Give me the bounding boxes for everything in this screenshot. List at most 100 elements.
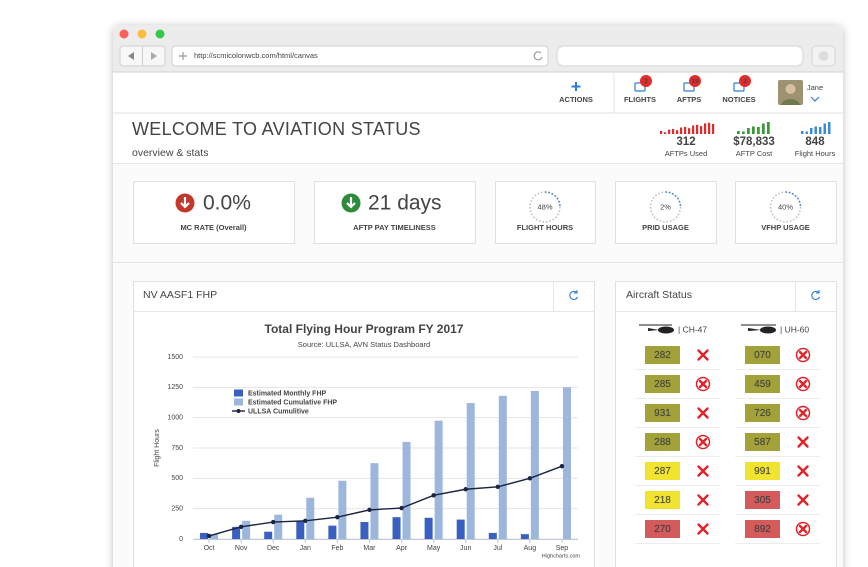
status-ring xyxy=(795,405,811,421)
badge-count: 2 xyxy=(743,78,747,85)
line-point xyxy=(206,533,212,539)
close-button[interactable] xyxy=(119,29,129,39)
chart-credit[interactable]: Highcharts.com xyxy=(542,553,581,559)
helicopter-icon xyxy=(741,324,776,334)
status-icon xyxy=(798,379,808,389)
tail-number-box xyxy=(645,462,680,480)
bar xyxy=(520,534,529,539)
status-icon xyxy=(697,523,709,535)
sparkline-bar xyxy=(757,127,760,134)
line-point xyxy=(527,476,533,481)
aircraft-status: | CH-47 282 285 931 288 287 218 270 | UH-60 070 45… xyxy=(635,324,820,544)
status-ring xyxy=(795,347,811,363)
sparkline-bar xyxy=(819,127,822,134)
nav-icon xyxy=(683,82,695,92)
y-tick-label: 500 xyxy=(171,475,183,482)
tail-number-box xyxy=(745,404,780,422)
search-bar[interactable] xyxy=(556,45,804,67)
bar xyxy=(242,520,251,539)
tail-number: 459 xyxy=(754,379,771,390)
kpi-label: AFTP PAY TIMELINESS xyxy=(353,223,436,232)
kpi-card xyxy=(735,181,837,244)
user-name[interactable]: Jane xyxy=(807,83,823,92)
line xyxy=(208,465,563,537)
tail-number: 285 xyxy=(654,379,671,390)
legend-label[interactable]: Estimated Cumulative FHP xyxy=(248,399,337,406)
reload-icon[interactable] xyxy=(533,51,543,61)
fhp-chart: Total Flying Hour Program FY 2017 Source:… xyxy=(154,322,581,559)
kpi-cards: 0.0% MC RATE (Overall) 21 days AFTP PAY TIM… xyxy=(133,181,837,244)
x-tick-label: Jun xyxy=(460,545,471,552)
tail-number-box xyxy=(645,375,680,393)
tail-number-box xyxy=(745,375,780,393)
tail-number-box xyxy=(745,346,780,364)
bar xyxy=(264,531,273,539)
url-bar[interactable] xyxy=(171,45,549,67)
actions-label[interactable]: ACTIONS xyxy=(559,95,593,104)
tail-number-box xyxy=(745,491,780,509)
legend-swatch xyxy=(234,398,243,406)
bar xyxy=(434,420,443,539)
legend-label[interactable]: Estimated Monthly FHP xyxy=(248,390,327,397)
kpi-label: FLIGHT HOURS xyxy=(517,223,573,232)
status-icon xyxy=(798,350,808,360)
bar xyxy=(296,520,305,539)
x-tick-label: Jan xyxy=(300,545,311,552)
bar xyxy=(338,480,347,539)
bar xyxy=(306,497,315,539)
chart-subtitle: Source: ULLSA, AVN Status Dashboard xyxy=(298,340,430,349)
status-icon xyxy=(798,524,808,534)
nav-items: FLIGHTS 2 AFTPS 19 NOTICES 2 xyxy=(624,75,756,104)
bar xyxy=(424,517,433,539)
x-tick-label: Oct xyxy=(204,545,215,552)
badge-count: 2 xyxy=(644,78,648,85)
back-button[interactable] xyxy=(128,52,134,60)
y-tick-label: 1000 xyxy=(167,415,183,422)
tail-number-box xyxy=(745,520,780,538)
user-chevron[interactable] xyxy=(810,96,820,102)
line-point xyxy=(463,487,468,492)
bar xyxy=(274,514,283,539)
line-point xyxy=(495,484,500,490)
bar xyxy=(530,390,539,539)
stat-value: 312 xyxy=(676,136,695,148)
sparkline-bar xyxy=(700,126,703,134)
nav-label[interactable]: FLIGHTS xyxy=(624,95,656,104)
y-tick-label: 0 xyxy=(179,536,183,543)
status-icon xyxy=(797,436,809,448)
tail-number: 892 xyxy=(754,524,771,535)
status-icon xyxy=(698,379,708,389)
sparkline-bar xyxy=(828,122,831,134)
line-point xyxy=(367,507,372,513)
zoom-button[interactable] xyxy=(155,29,165,39)
nav-label[interactable]: AFTPS xyxy=(677,95,702,104)
sparkline-bar xyxy=(805,131,808,134)
sparkline-bar xyxy=(712,124,715,134)
forward-button[interactable] xyxy=(151,52,157,60)
sparkline-bar xyxy=(737,131,740,134)
bar xyxy=(360,522,369,539)
refresh-icon[interactable] xyxy=(569,290,579,300)
kpi-label: PRID USAGE xyxy=(642,223,689,232)
tail-number: 726 xyxy=(754,408,771,419)
status-ring xyxy=(695,376,711,392)
bar xyxy=(200,532,209,539)
status-ring xyxy=(795,521,811,537)
sparkline-bar xyxy=(692,125,695,134)
refresh-icon[interactable] xyxy=(811,290,821,300)
x-tick-label: Sep xyxy=(556,545,569,552)
sparkline-bar xyxy=(672,128,675,134)
bar xyxy=(232,526,241,539)
legend-label[interactable]: ULLSA Cumulitive xyxy=(248,408,309,415)
gauge-arc xyxy=(785,191,802,208)
tail-number: 931 xyxy=(654,408,671,419)
sparkline-bar xyxy=(801,131,804,134)
minimize-button[interactable] xyxy=(137,29,147,39)
badge xyxy=(739,75,751,87)
gauge-arc xyxy=(544,191,561,208)
aircraft-type: | UH-60 xyxy=(780,324,809,334)
line-point xyxy=(431,493,436,498)
badge-count: 19 xyxy=(691,78,699,85)
nav-label[interactable]: NOTICES xyxy=(722,95,755,104)
